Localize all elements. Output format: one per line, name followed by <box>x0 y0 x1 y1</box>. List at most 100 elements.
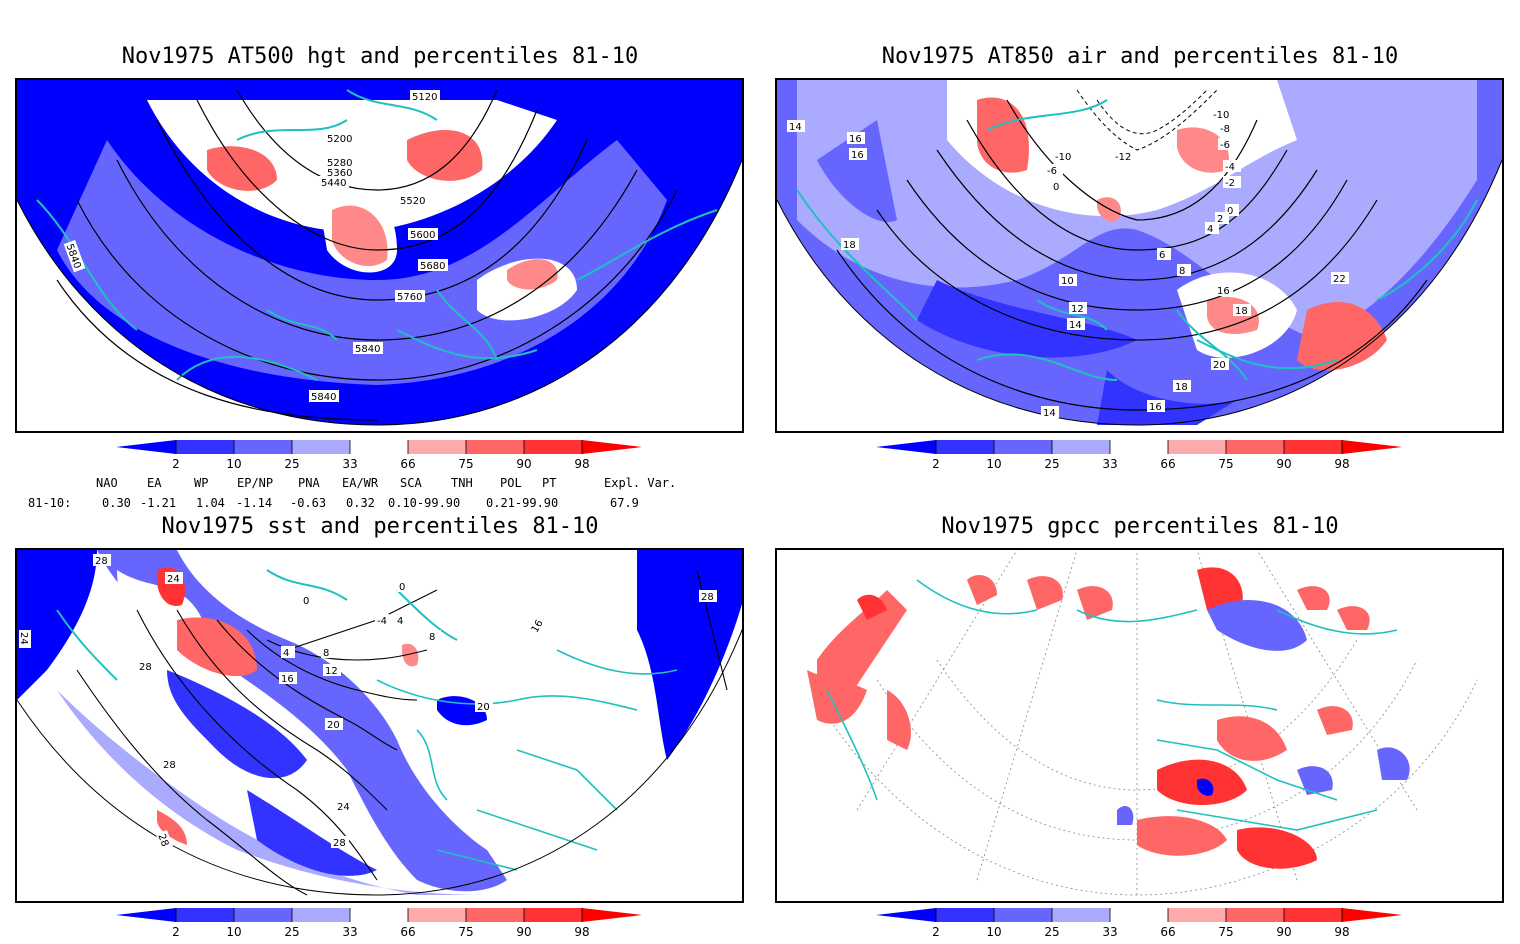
index-header: EP/NP <box>237 476 274 490</box>
contour-label: 24 <box>167 574 180 585</box>
index-value: 67.9 <box>610 496 639 510</box>
colorbar-tick: 33 <box>1102 925 1117 939</box>
map-panel-sst: 28 24 24 28 0 0 4 8 12 16 20 20 24 28 28… <box>15 548 744 903</box>
colorbar-tick: 25 <box>284 457 299 471</box>
colorbar-tick: 90 <box>516 925 531 939</box>
contour-label: 5120 <box>412 92 437 103</box>
colorbar-tick: 33 <box>342 457 357 471</box>
contour-label: -10 <box>1055 152 1071 163</box>
colorbar-tick: 25 <box>284 925 299 939</box>
index-header: POL <box>500 476 522 490</box>
contour-label: 28 <box>95 556 108 567</box>
index-header: SCA <box>400 476 422 490</box>
map-panel-air: 14 16 16 18 -10 -8 -6 -4 -2 0 2 4 6 8 10… <box>775 78 1504 433</box>
colorbar-tick: 2 <box>172 457 180 471</box>
colorbar-tick: 90 <box>1276 457 1291 471</box>
index-header: WP <box>194 476 209 490</box>
panel-title-sst: Nov1975 sst and percentiles 81-10 <box>161 514 599 539</box>
contour-label: 18 <box>1175 382 1188 393</box>
colorbar-tick: 2 <box>172 925 180 939</box>
colorbar-tick: 66 <box>1160 457 1175 471</box>
contour-label: 5600 <box>410 230 435 241</box>
colorbar-gpcc: 2 10 25 33 66 75 90 98 <box>876 908 1406 940</box>
contour-label: 14 <box>1069 320 1082 331</box>
contour-label: 5680 <box>420 261 445 272</box>
contour-label: 16 <box>851 150 864 161</box>
contour-label: 4 <box>397 616 403 627</box>
colorbar-tick: 10 <box>226 925 241 939</box>
contour-label: 5200 <box>327 134 352 145</box>
contour-label: 5840 <box>355 344 380 355</box>
colorbar-tick: 90 <box>516 457 531 471</box>
contour-label: 18 <box>1235 306 1248 317</box>
contour-label: 24 <box>18 632 29 645</box>
contour-label: 5840 <box>311 392 336 403</box>
colorbar-tick: 98 <box>1334 457 1349 471</box>
contour-label: -2 <box>1225 178 1235 189</box>
index-value: -1.14 <box>236 496 273 510</box>
index-value: 1.04 <box>196 496 225 510</box>
index-header: TNH <box>451 476 473 490</box>
index-header: EA/WR <box>342 476 379 490</box>
contour-label: 6 <box>1159 250 1165 261</box>
colorbar-tick: 25 <box>1044 457 1059 471</box>
contour-label: 5760 <box>397 292 422 303</box>
contour-label: 28 <box>701 592 714 603</box>
index-value: 0.32 <box>346 496 375 510</box>
colorbar-tick: 10 <box>986 457 1001 471</box>
map-panel-hgt: 5120 5200 5280 5360 5440 5520 5600 5680 … <box>15 78 744 433</box>
contour-label: -4 <box>377 616 387 627</box>
index-header: PNA <box>298 476 320 490</box>
colorbar-tick: 98 <box>1334 925 1349 939</box>
index-value: -1.21 <box>140 496 177 510</box>
contour-label: 28 <box>333 838 346 849</box>
map-panel-gpcc <box>775 548 1504 903</box>
index-header: NAO <box>96 476 118 490</box>
contour-label: 18 <box>843 240 856 251</box>
colorbar-sst: 2 10 25 33 66 75 90 98 <box>116 908 646 940</box>
colorbar-tick: 75 <box>458 457 473 471</box>
contour-label: 8 <box>429 632 435 643</box>
contour-label: -6 <box>1220 140 1230 151</box>
index-header: EA <box>147 476 162 490</box>
contour-label: 8 <box>323 648 329 659</box>
contour-label: 2 <box>1217 214 1223 225</box>
contour-label: 16 <box>281 674 294 685</box>
colorbar-tick: 66 <box>400 457 415 471</box>
contour-label: 22 <box>1333 274 1346 285</box>
contour-label: 12 <box>1071 304 1084 315</box>
colorbar-tick: 66 <box>400 925 415 939</box>
contour-label: -4 <box>1225 162 1235 173</box>
index-row-label: 81-10: <box>28 496 72 510</box>
colorbar-tick: 10 <box>986 925 1001 939</box>
panel-title-hgt: Nov1975 AT500 hgt and percentiles 81-10 <box>121 44 639 69</box>
contour-label: 10 <box>1061 276 1074 287</box>
contour-label: 28 <box>163 760 176 771</box>
colorbar-tick: 66 <box>1160 925 1175 939</box>
colorbar-tick: 33 <box>342 925 357 939</box>
colorbar-tick: 2 <box>932 457 940 471</box>
contour-label: 4 <box>1207 224 1213 235</box>
index-value: 0.21-99.90 <box>486 496 559 510</box>
contour-label: 14 <box>1043 408 1056 419</box>
index-header: PT <box>542 476 557 490</box>
colorbar-tick: 10 <box>226 457 241 471</box>
index-value: -0.63 <box>290 496 327 510</box>
colorbar-tick: 33 <box>1102 457 1117 471</box>
contour-label: -10 <box>1213 110 1229 121</box>
contour-label: 5440 <box>321 178 346 189</box>
contour-label: 20 <box>327 720 340 731</box>
contour-label: 0 <box>399 582 405 593</box>
index-value: 0.30 <box>102 496 131 510</box>
colorbar-tick: 98 <box>574 925 589 939</box>
contour-label: 28 <box>155 833 170 849</box>
contour-label: 12 <box>325 666 338 677</box>
colorbar-tick: 90 <box>1276 925 1291 939</box>
contour-label: 16 <box>849 134 862 145</box>
contour-label: 0 <box>1053 182 1059 193</box>
panel-title-air: Nov1975 AT850 air and percentiles 81-10 <box>881 44 1399 69</box>
contour-label: 0 <box>1227 206 1233 217</box>
index-header: Expl. Var. <box>604 476 677 490</box>
contour-label: 20 <box>1213 360 1226 371</box>
contour-label: -12 <box>1115 152 1131 163</box>
